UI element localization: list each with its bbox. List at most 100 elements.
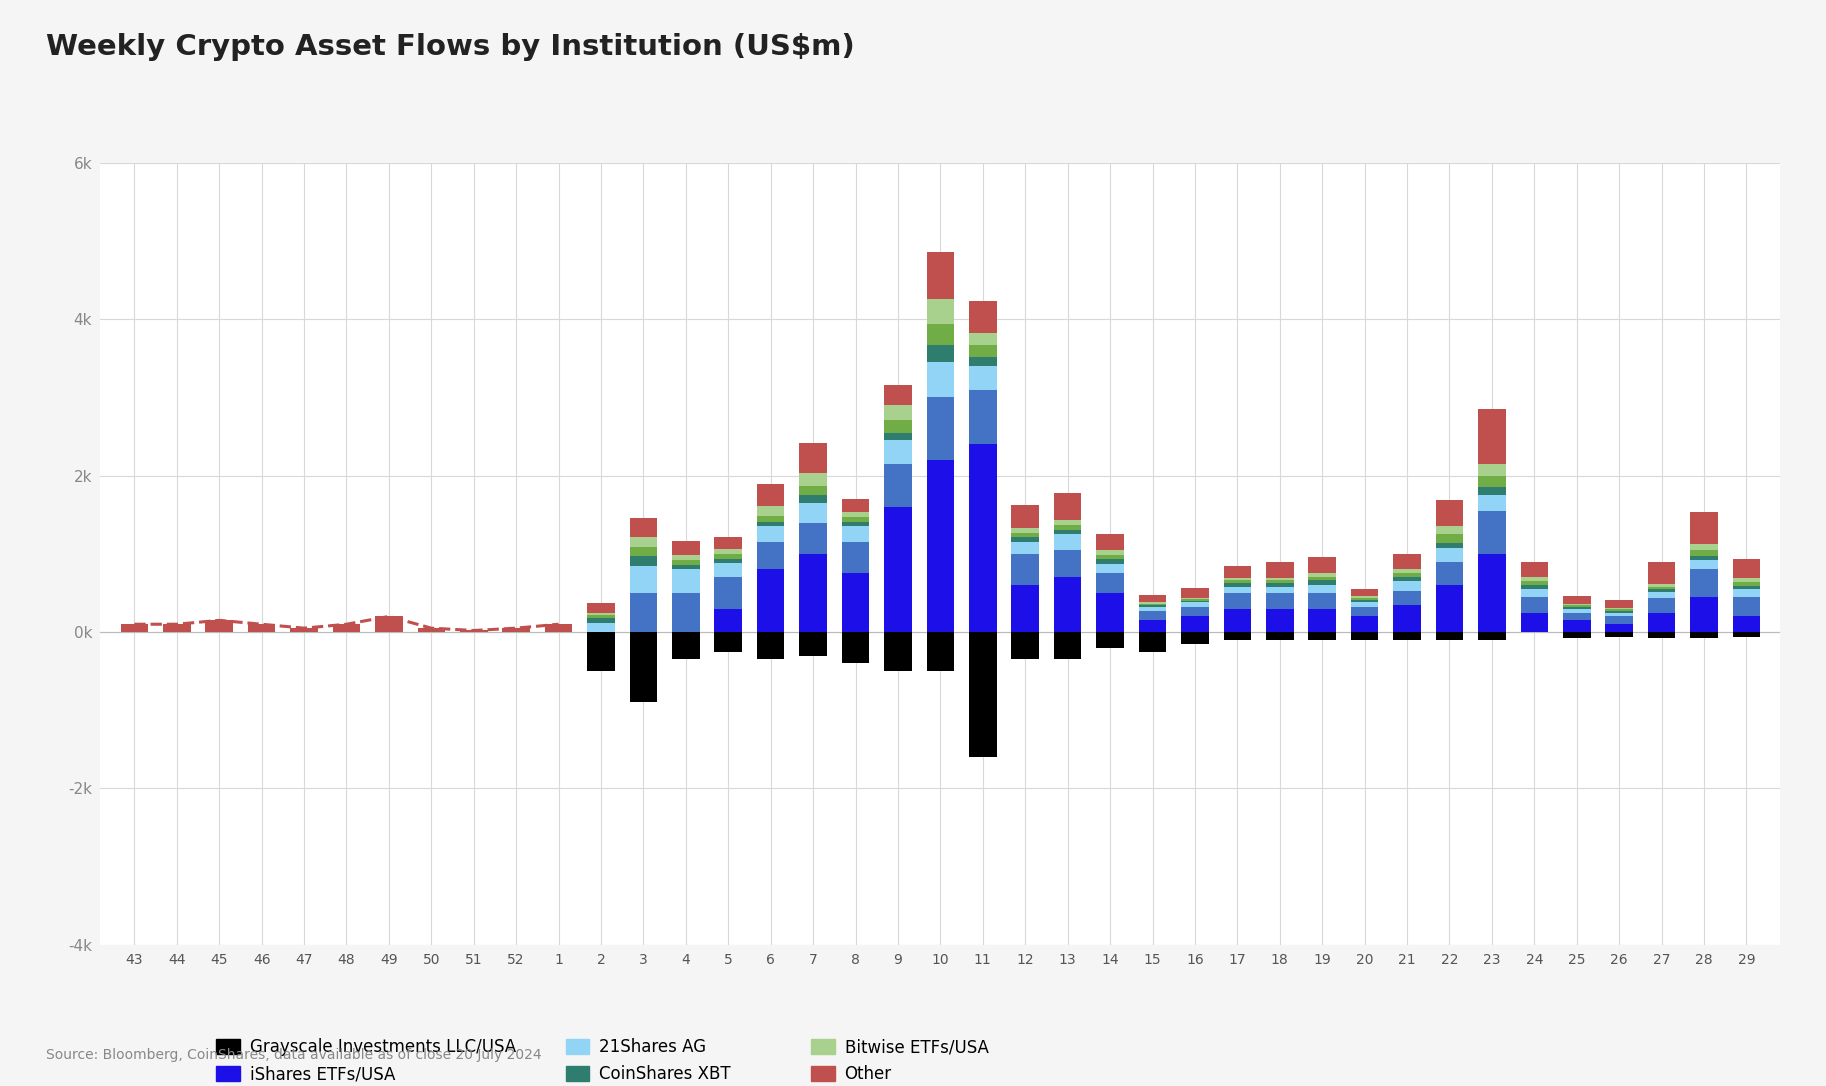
Bar (758, 516, 785, 521)
Bar (588, 632, 615, 671)
Bar (1012, 528, 1039, 533)
Bar (1521, 585, 1548, 589)
Bar (1223, 586, 1251, 593)
Bar (1139, 606, 1167, 607)
Bar (1309, 580, 1337, 585)
Bar (1521, 589, 1548, 597)
Bar (1054, 525, 1081, 530)
Bar (630, 538, 657, 547)
Bar (1139, 620, 1167, 632)
Bar (1096, 573, 1123, 593)
Bar (1393, 591, 1421, 605)
Bar (588, 603, 615, 613)
Bar (1691, 550, 1718, 556)
Bar (1181, 589, 1209, 597)
Bar (588, 622, 615, 632)
Bar (1393, 581, 1421, 591)
Bar (1733, 578, 1760, 582)
Bar (1477, 488, 1506, 495)
Bar (926, 460, 955, 632)
Bar (1563, 607, 1590, 608)
Bar (970, 632, 997, 757)
Bar (1563, 620, 1590, 632)
Bar (1647, 632, 1676, 639)
Bar (1096, 564, 1123, 573)
Bar (1393, 605, 1421, 632)
Bar (1265, 563, 1293, 578)
Bar (800, 503, 827, 522)
Bar (588, 618, 615, 622)
Bar (884, 632, 911, 671)
Bar (758, 484, 785, 506)
Bar (1351, 603, 1379, 607)
Bar (1733, 582, 1760, 586)
Bar (1309, 557, 1337, 572)
Bar (1054, 632, 1081, 659)
Bar (714, 578, 741, 608)
Bar (714, 558, 741, 564)
Bar (1733, 617, 1760, 632)
Bar (1012, 585, 1039, 632)
Bar (800, 495, 827, 503)
Bar (1309, 577, 1337, 580)
Bar (758, 521, 785, 527)
Bar (1691, 556, 1718, 560)
Bar (842, 527, 869, 542)
Bar (1265, 632, 1293, 640)
Bar (884, 432, 911, 441)
Bar (1477, 554, 1506, 632)
Bar (1435, 543, 1463, 547)
Bar (163, 624, 190, 632)
Bar (926, 252, 955, 299)
Bar (884, 507, 911, 632)
Bar (672, 565, 699, 569)
Bar (1139, 607, 1167, 611)
Bar (1139, 594, 1167, 603)
Bar (714, 554, 741, 558)
Bar (1393, 573, 1421, 578)
Bar (1691, 513, 1718, 544)
Bar (248, 624, 276, 632)
Bar (1647, 584, 1676, 586)
Bar (1096, 559, 1123, 564)
Bar (1181, 603, 1209, 607)
Bar (1012, 542, 1039, 554)
Bar (842, 573, 869, 632)
Bar (1605, 608, 1632, 609)
Bar (970, 390, 997, 444)
Bar (1351, 607, 1379, 617)
Bar (672, 560, 699, 565)
Bar (630, 593, 657, 632)
Bar (1647, 589, 1676, 592)
Bar (714, 536, 741, 550)
Bar (1223, 608, 1251, 632)
Bar (1012, 538, 1039, 542)
Bar (588, 615, 615, 618)
Bar (630, 547, 657, 556)
Bar (332, 624, 360, 632)
Bar (630, 566, 657, 593)
Text: Weekly Crypto Asset Flows by Institution (US$m): Weekly Crypto Asset Flows by Institution… (46, 33, 855, 61)
Bar (1181, 617, 1209, 632)
Bar (502, 628, 530, 632)
Bar (800, 472, 827, 485)
Bar (926, 345, 955, 363)
Bar (1477, 476, 1506, 488)
Bar (1181, 607, 1209, 617)
Bar (630, 556, 657, 566)
Bar (672, 555, 699, 560)
Bar (758, 506, 785, 516)
Bar (1477, 510, 1506, 554)
Bar (1096, 593, 1123, 632)
Bar (1477, 464, 1506, 476)
Bar (1647, 592, 1676, 598)
Bar (926, 299, 955, 324)
Bar (800, 485, 827, 495)
Bar (460, 631, 488, 632)
Bar (1435, 500, 1463, 526)
Bar (1733, 597, 1760, 617)
Bar (1691, 632, 1718, 639)
Bar (842, 542, 869, 573)
Bar (970, 366, 997, 390)
Bar (1605, 609, 1632, 611)
